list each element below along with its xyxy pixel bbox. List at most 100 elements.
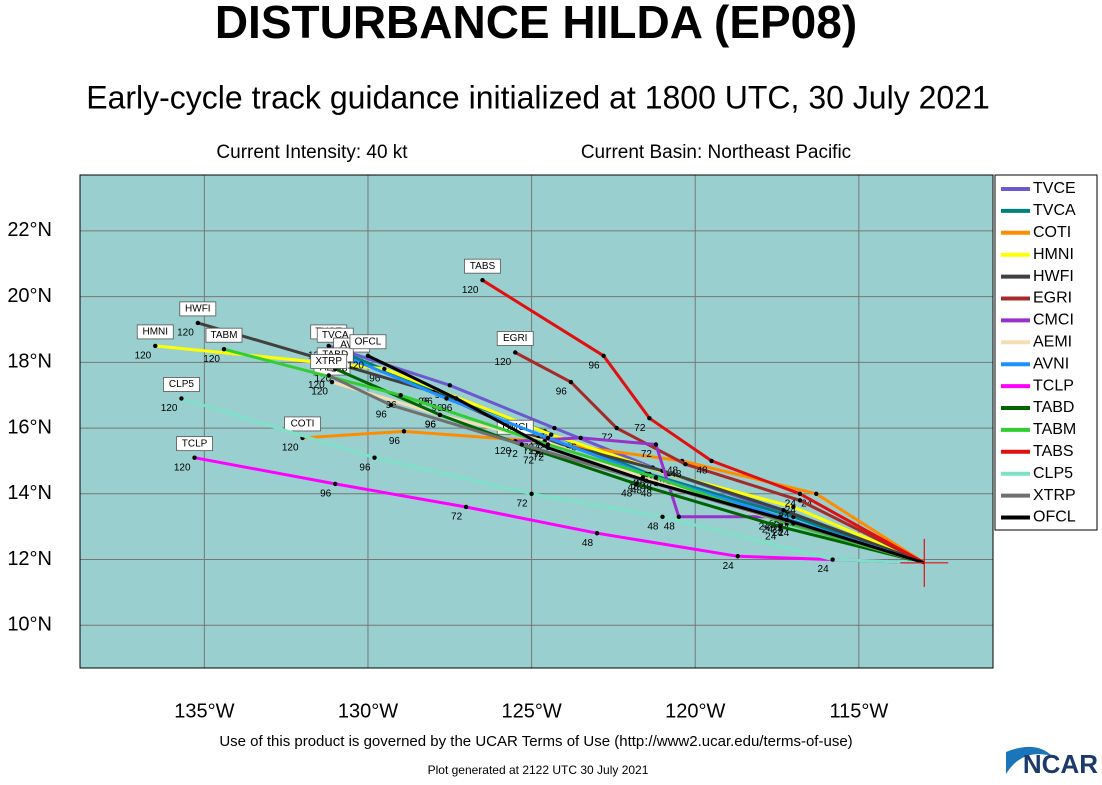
track-name: TVCA [322, 330, 349, 341]
hour-label: 120 [495, 446, 512, 457]
track-name: XTRP [315, 356, 342, 367]
track-line [367, 354, 925, 565]
track-point [454, 396, 459, 401]
track-line [180, 397, 925, 565]
track-point [398, 393, 403, 398]
track-name-box [310, 354, 348, 369]
hour-label: 48 [641, 482, 653, 493]
track-point [513, 350, 518, 355]
track-line [194, 456, 925, 565]
hour-label: 48 [667, 466, 679, 477]
hour-label: 120 [308, 380, 325, 391]
subtitle: Early-cycle track guidance initialized a… [86, 79, 990, 115]
hour-label: 120 [347, 360, 364, 371]
track-name: HWFI [185, 304, 211, 315]
hour-label: 120 [282, 443, 299, 454]
track-name: HMNI [142, 327, 168, 338]
hour-label: 120 [177, 328, 194, 339]
track-point [401, 429, 407, 434]
map-frame [79, 174, 994, 669]
hour-label: 96 [588, 360, 600, 371]
hour-label: 24 [772, 525, 784, 536]
track-name: OFCL [355, 336, 382, 347]
track-point [676, 514, 682, 520]
track-point [653, 475, 659, 480]
hour-label: 24 [818, 564, 830, 575]
legend-label: TABS [1033, 443, 1074, 460]
y-tick-label: 16°N [7, 416, 52, 438]
hour-label: 48 [621, 489, 633, 500]
basin: Current Basin: Northeast Pacific [581, 142, 851, 163]
track-name-box [163, 377, 200, 392]
track-point [179, 396, 184, 401]
track-point [830, 557, 835, 562]
track-line [334, 367, 925, 565]
track-point [195, 320, 201, 326]
hour-label: 48 [670, 469, 682, 480]
track-point [683, 462, 688, 467]
legend-label: TABM [1033, 421, 1076, 438]
track-point [447, 383, 452, 388]
track-name-box [179, 301, 217, 317]
legend-label: TABD [1033, 399, 1074, 416]
track-point [797, 491, 803, 497]
track-point [519, 442, 524, 447]
track-line [197, 321, 925, 565]
hour-label: 48 [641, 489, 653, 500]
track-name-box [176, 436, 213, 452]
track-point [153, 343, 158, 349]
track-point [549, 432, 554, 437]
track-point [614, 425, 619, 431]
hour-label: 120 [161, 403, 178, 414]
hour-label: 72 [523, 446, 535, 457]
track-point [791, 504, 796, 510]
hour-label: 24 [765, 521, 777, 532]
logo-mark [1006, 746, 1052, 774]
hour-label: 24 [772, 528, 784, 539]
track-point [660, 514, 665, 520]
terms: Use of this product is governed by the U… [219, 733, 852, 750]
track-point [545, 445, 551, 450]
intensity: Current Intensity: 40 kt [216, 142, 408, 163]
legend-label: COTI [1033, 224, 1071, 241]
hour-label: 24 [785, 505, 797, 516]
track-name: COTI [291, 419, 315, 430]
legend-label: HMNI [1033, 246, 1074, 263]
hour-label: 72 [516, 498, 528, 509]
track-point [463, 504, 469, 510]
hour-label: 24 [765, 531, 777, 542]
x-tick-label: 115°W [829, 700, 888, 722]
track-point [529, 491, 534, 497]
track-line [302, 429, 926, 565]
y-tick-label: 22°N [7, 219, 52, 241]
hour-label: 48 [696, 466, 708, 477]
hour-label: 48 [647, 521, 659, 532]
hour-label: 120 [174, 462, 191, 473]
track-point [797, 498, 803, 503]
legend-label: XTRP [1033, 487, 1076, 504]
y-tick-label: 18°N [7, 351, 52, 373]
hour-label: 72 [641, 449, 653, 460]
hour-label: 72 [533, 452, 545, 463]
hour-label: 96 [422, 397, 434, 408]
track-point [221, 346, 227, 352]
track-point [382, 366, 387, 372]
track-point [568, 379, 574, 385]
hour-label: 24 [778, 528, 790, 539]
track-line [514, 351, 925, 565]
hour-label: 120 [462, 285, 479, 296]
y-tick-label: 14°N [7, 482, 52, 504]
legend-label: TVCE [1033, 180, 1076, 197]
title: DISTURBANCE HILDA (EP08) [215, 0, 857, 48]
x-tick-label: 130°W [338, 700, 398, 722]
track-point [781, 508, 786, 513]
hour-label: 24 [762, 525, 774, 536]
hour-label: 96 [320, 489, 332, 500]
track-name: CLP5 [169, 379, 194, 390]
track-name: CMCI [502, 422, 528, 433]
x-tick-label: 120°W [665, 700, 725, 722]
track-name: TABS [470, 261, 496, 272]
track-point [653, 442, 659, 447]
